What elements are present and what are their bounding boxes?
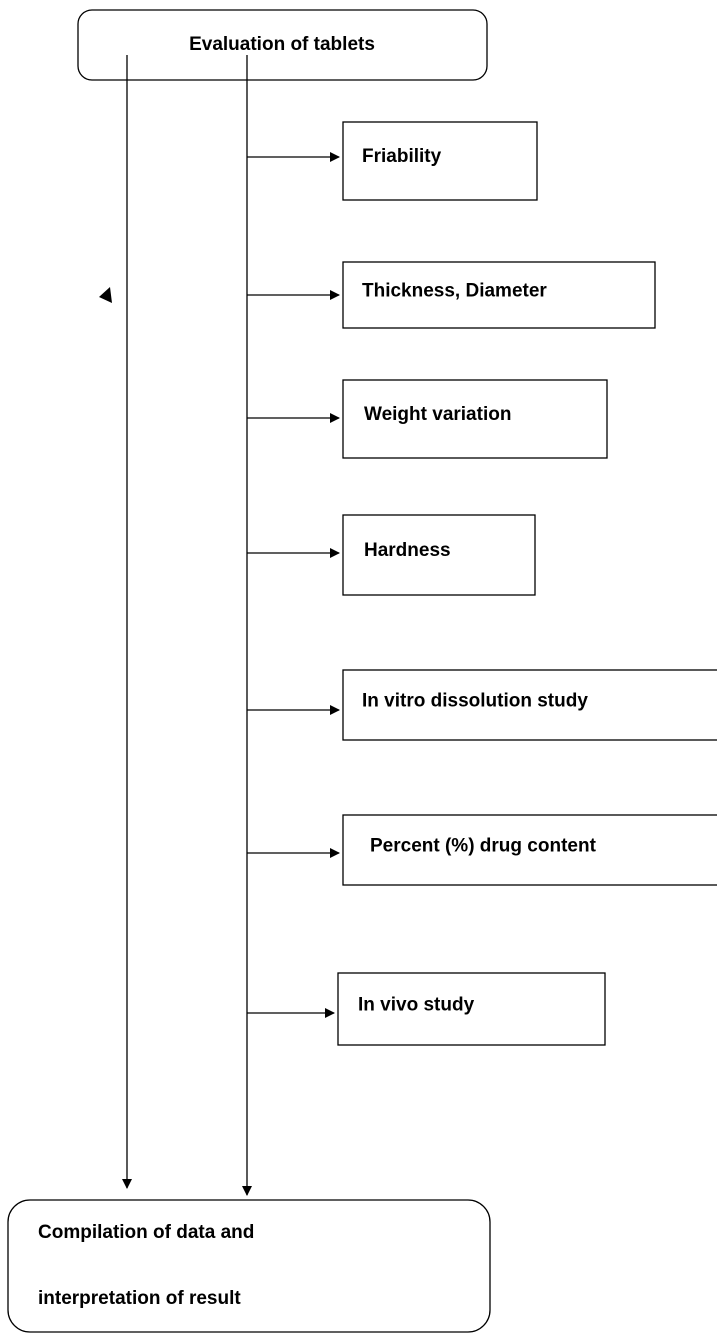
- test-label: Percent (%) drug content: [370, 836, 597, 857]
- stray-arrowhead: [99, 287, 112, 303]
- test-box: [342, 514, 536, 596]
- result-line: Compilation of data and: [38, 1222, 254, 1243]
- result-line: interpretation of result: [38, 1288, 241, 1309]
- title: Evaluation of tablets: [189, 34, 375, 55]
- test-label: Thickness, Diameter: [362, 281, 547, 302]
- test-label: In vitro dissolution study: [362, 691, 588, 712]
- test-label: Friability: [362, 146, 442, 167]
- test-box: [342, 121, 538, 201]
- test-box: [342, 379, 608, 459]
- test-box: [342, 669, 717, 741]
- test-box: [342, 261, 656, 329]
- result-box: [7, 1199, 491, 1333]
- nodes: Friability Thickness, Diameter Weight vari…: [247, 121, 717, 1046]
- title-box: [77, 9, 488, 81]
- test-box: [337, 972, 606, 1046]
- test-label: Weight variation: [364, 404, 511, 425]
- test-label: In vivo study: [358, 994, 475, 1015]
- test-label: Hardness: [364, 540, 451, 561]
- test-box: [342, 814, 717, 886]
